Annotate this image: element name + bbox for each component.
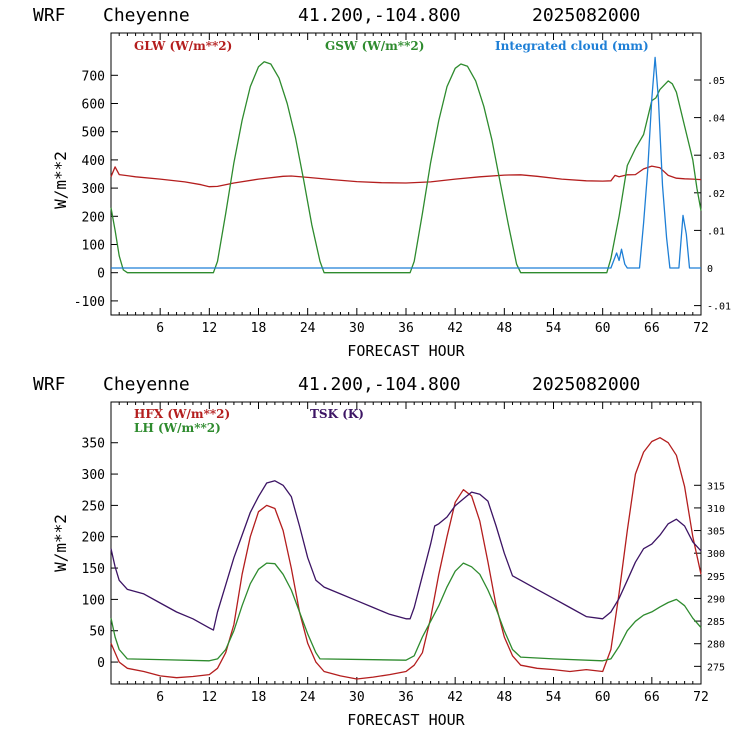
chart2-y2tick-label: 285 <box>707 617 725 628</box>
chart1-y2tick-label: .01 <box>707 226 725 237</box>
chart1-xtick-label: 12 <box>202 321 218 336</box>
chart2-xtick-label: 30 <box>349 690 365 705</box>
chart1-series-0-line <box>110 165 702 188</box>
chart2-legend: HFX (W/m**2) LH (W/m**2) TSK (K) <box>134 407 364 435</box>
chart1-xtick-label: 48 <box>497 321 513 336</box>
chart2-xtick-label: 48 <box>497 690 513 705</box>
chart1-ytick-label: 500 <box>82 126 105 141</box>
chart2-legend-tsk: TSK (K) <box>310 407 364 421</box>
chart2-xtick-label: 36 <box>398 690 414 705</box>
chart2-y2tick-label: 295 <box>707 572 725 583</box>
chart1-ytick-label: 600 <box>82 98 105 113</box>
chart1-y2tick-label: .03 <box>707 151 725 162</box>
chart1-series-1-line <box>110 61 702 274</box>
chart2-y2tick-label: 300 <box>707 549 725 560</box>
chart2-xtick-label: 72 <box>693 690 709 705</box>
chart1-xlabel: FORECAST HOUR <box>347 342 465 360</box>
chart2-model: WRF <box>33 374 66 395</box>
chart2-xtick-label: 66 <box>644 690 660 705</box>
chart1-station: Cheyenne <box>103 5 190 26</box>
chart2-xtick-label: 24 <box>300 690 316 705</box>
chart2-ytick-label: 50 <box>89 625 105 640</box>
chart1-xtick-label: 18 <box>251 321 267 336</box>
chart2-series-2-line <box>110 480 702 631</box>
chart1-y2tick-label: .05 <box>707 76 725 87</box>
chart2-y2tick-label: 315 <box>707 481 725 492</box>
chart2-xtick-label: 6 <box>156 690 164 705</box>
chart1-series-2-line <box>111 56 701 269</box>
chart1-xtick-label: 60 <box>595 321 611 336</box>
chart2-legend-hfx: HFX (W/m**2) <box>134 407 230 421</box>
chart2-coords: 41.200,-104.800 <box>298 374 461 395</box>
chart1-xtick-label: 54 <box>546 321 562 336</box>
chart1-y2tick-label: 0 <box>707 264 713 275</box>
chart2-xtick-label: 42 <box>447 690 463 705</box>
chart2-run: 2025082000 <box>532 374 640 395</box>
chart1-ytick-label: 200 <box>82 210 105 225</box>
chart1-ytick-label: -100 <box>74 295 105 310</box>
chart2-ytick-label: 0 <box>97 656 105 671</box>
chart1-ytick-label: 300 <box>82 182 105 197</box>
chart1-ytick-label: 400 <box>82 154 105 169</box>
chart2-ytick-label: 300 <box>82 468 105 483</box>
chart2-legend-lh: LH (W/m**2) <box>134 421 221 435</box>
chart2-y2tick-label: 290 <box>707 594 725 605</box>
chart1-coords: 41.200,-104.800 <box>298 5 461 26</box>
chart1-xtick-label: 24 <box>300 321 316 336</box>
chart2-ytick-label: 200 <box>82 531 105 546</box>
chart2-xtick-label: 54 <box>546 690 562 705</box>
chart1-ytick-label: 100 <box>82 239 105 254</box>
chart1-y2tick-label: .02 <box>707 189 725 200</box>
chart2-ytick-label: 250 <box>82 499 105 514</box>
chart2-y2tick-label: 280 <box>707 640 725 651</box>
chart1-xtick-label: 6 <box>156 321 164 336</box>
chart1-xtick-label: 36 <box>398 321 414 336</box>
chart1-ytick-label: 0 <box>97 267 105 282</box>
chart2-y2tick-label: 275 <box>707 662 725 673</box>
chart2-xlabel: FORECAST HOUR <box>347 711 465 729</box>
chart2-ytick-label: 100 <box>82 593 105 608</box>
chart2-xtick-label: 18 <box>251 690 267 705</box>
chart1-xtick-label: 30 <box>349 321 365 336</box>
chart2-header: WRF Cheyenne 41.200,-104.800 2025082000 <box>33 374 640 395</box>
chart2-station: Cheyenne <box>103 374 190 395</box>
chart2-ytick-label: 350 <box>82 437 105 452</box>
chart1-legend: GLW (W/m**2) GSW (W/m**2) Integrated clo… <box>134 39 649 53</box>
chart1-run: 2025082000 <box>532 5 640 26</box>
chart1-model: WRF <box>33 5 66 26</box>
chart1-xtick-label: 72 <box>693 321 709 336</box>
chart2-ylabel: W/m**2 <box>51 514 70 572</box>
chart1-ylabel: W/m**2 <box>51 151 70 209</box>
chart2-ytick-label: 150 <box>82 562 105 577</box>
chart1-xtick-label: 66 <box>644 321 660 336</box>
chart1-legend-gsw: GSW (W/m**2) <box>325 39 424 53</box>
chart2-series-0-line <box>110 437 702 680</box>
chart1-xtick-label: 42 <box>447 321 463 336</box>
chart2-series-1-line <box>110 562 702 662</box>
chart1-header: WRF Cheyenne 41.200,-104.800 2025082000 <box>33 5 640 26</box>
chart2-y2tick-label: 310 <box>707 504 725 515</box>
chart2-xtick-label: 12 <box>202 690 218 705</box>
chart1-y2tick-label: .04 <box>707 114 725 125</box>
chart1-legend-glw: GLW (W/m**2) <box>134 39 232 53</box>
chart2-y2tick-label: 305 <box>707 527 725 538</box>
chart1-legend-cloud: Integrated cloud (mm) <box>495 39 649 53</box>
chart1-y2tick-label: -.01 <box>707 302 731 313</box>
chart1-ytick-label: 700 <box>82 69 105 84</box>
chart2-xtick-label: 60 <box>595 690 611 705</box>
